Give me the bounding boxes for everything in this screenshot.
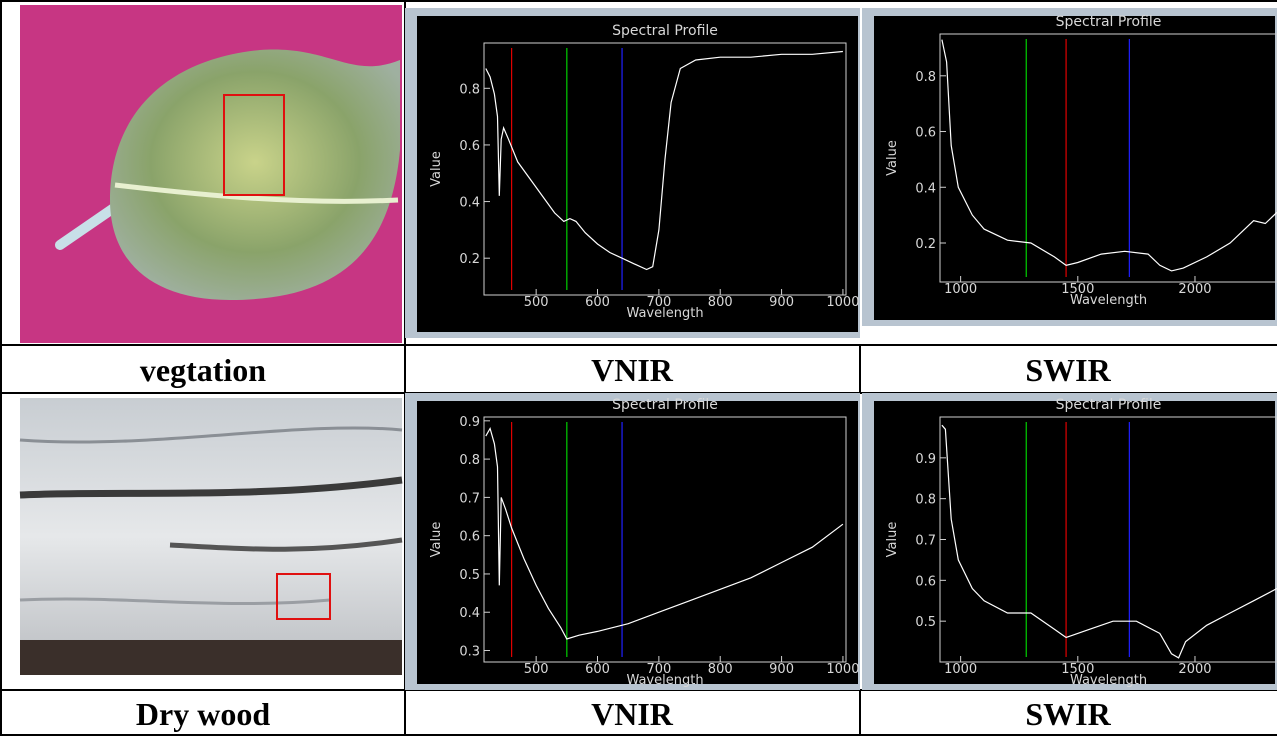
wood-photo [19, 398, 403, 675]
y-tick-label: 0.7 [915, 534, 936, 549]
spectral-chart: Spectral Profile Wavelength Value 500 600 700… [405, 8, 860, 338]
spectral-chart: Spectral Profile Wavelength Value 1000 1500 2… [862, 8, 1277, 326]
axes-box [483, 416, 847, 663]
y-tick-label: 0.2 [915, 237, 936, 252]
y-tick-label: 0.8 [915, 70, 936, 85]
y-axis-label: Value [885, 140, 900, 176]
spectral-chart: Spectral Profile Wavelength Value 1000 1500 2… [862, 393, 1277, 690]
y-tick-label: 0.2 [459, 252, 480, 267]
y-tick-label: 0.9 [459, 415, 480, 430]
x-tick-label: 800 [708, 662, 733, 677]
y-tick-label: 0.7 [459, 491, 480, 506]
cell-label: Dry wood [136, 696, 270, 732]
plot-panel [874, 401, 1275, 684]
x-tick-label: 2000 [1178, 282, 1211, 297]
x-axis-label: Wavelength [1070, 673, 1147, 688]
cell-labels: vegtation VNIR SWIR Dry wood VNIR SWIR [136, 352, 1112, 732]
charts: Spectral Profile Wavelength Value 500 600 700… [405, 8, 1277, 690]
x-tick-label: 700 [646, 662, 671, 677]
x-tick-label: 700 [646, 295, 671, 310]
axes-box [939, 33, 1277, 283]
x-tick-label: 1000 [944, 282, 977, 297]
y-tick-label: 0.6 [915, 126, 936, 141]
y-tick-label: 0.8 [459, 82, 480, 97]
y-axis-label: Value [429, 522, 444, 558]
x-tick-label: 500 [524, 662, 549, 677]
x-tick-label: 600 [585, 295, 610, 310]
spectrum-line [485, 426, 844, 640]
cell-label: vegtation [140, 352, 266, 388]
x-tick-label: 900 [769, 295, 794, 310]
x-tick-label: 1000 [826, 662, 859, 677]
y-axis-label: Value [429, 151, 444, 187]
plot-panel [874, 16, 1275, 320]
cell-label: VNIR [591, 696, 674, 732]
y-tick-label: 0.4 [459, 606, 480, 621]
y-tick-label: 0.6 [459, 139, 480, 154]
x-tick-label: 1500 [1061, 662, 1094, 677]
cell-label: SWIR [1025, 696, 1111, 732]
x-tick-label: 500 [524, 295, 549, 310]
vegetation-photo [20, 5, 402, 343]
chart-title: Spectral Profile [612, 397, 718, 413]
cell-label: VNIR [591, 352, 674, 388]
x-axis-label: Wavelength [626, 306, 703, 321]
y-tick-label: 0.9 [915, 452, 936, 467]
y-tick-label: 0.4 [459, 196, 480, 211]
x-tick-label: 1500 [1061, 282, 1094, 297]
x-tick-label: 600 [585, 662, 610, 677]
y-tick-label: 0.4 [915, 181, 936, 196]
chart-title: Spectral Profile [612, 23, 718, 39]
y-tick-label: 0.8 [915, 493, 936, 508]
x-tick-label: 1000 [826, 295, 859, 310]
x-tick-label: 800 [708, 295, 733, 310]
axes-box [483, 42, 847, 296]
y-axis-label: Value [885, 522, 900, 558]
x-tick-label: 900 [769, 662, 794, 677]
spectrum-line [941, 424, 1277, 659]
y-tick-label: 0.5 [459, 568, 480, 583]
y-tick-label: 0.8 [459, 453, 480, 468]
y-tick-label: 0.6 [459, 530, 480, 545]
x-tick-label: 1000 [944, 662, 977, 677]
chart-title: Spectral Profile [1056, 397, 1162, 413]
plot-panel [417, 401, 858, 684]
chart-title: Spectral Profile [1056, 14, 1162, 30]
y-tick-label: 0.5 [915, 615, 936, 630]
spectrum-line [485, 50, 843, 271]
x-axis-label: Wavelength [626, 673, 703, 688]
y-tick-label: 0.3 [459, 645, 480, 660]
cell-label: SWIR [1025, 352, 1111, 388]
y-tick-label: 0.6 [915, 574, 936, 589]
spectrum-line [941, 39, 1277, 272]
spectral-chart: Spectral Profile Wavelength Value 500 600 700… [405, 393, 860, 690]
x-axis-label: Wavelength [1070, 293, 1147, 308]
plot-panel [417, 16, 858, 332]
x-tick-label: 2000 [1178, 662, 1211, 677]
